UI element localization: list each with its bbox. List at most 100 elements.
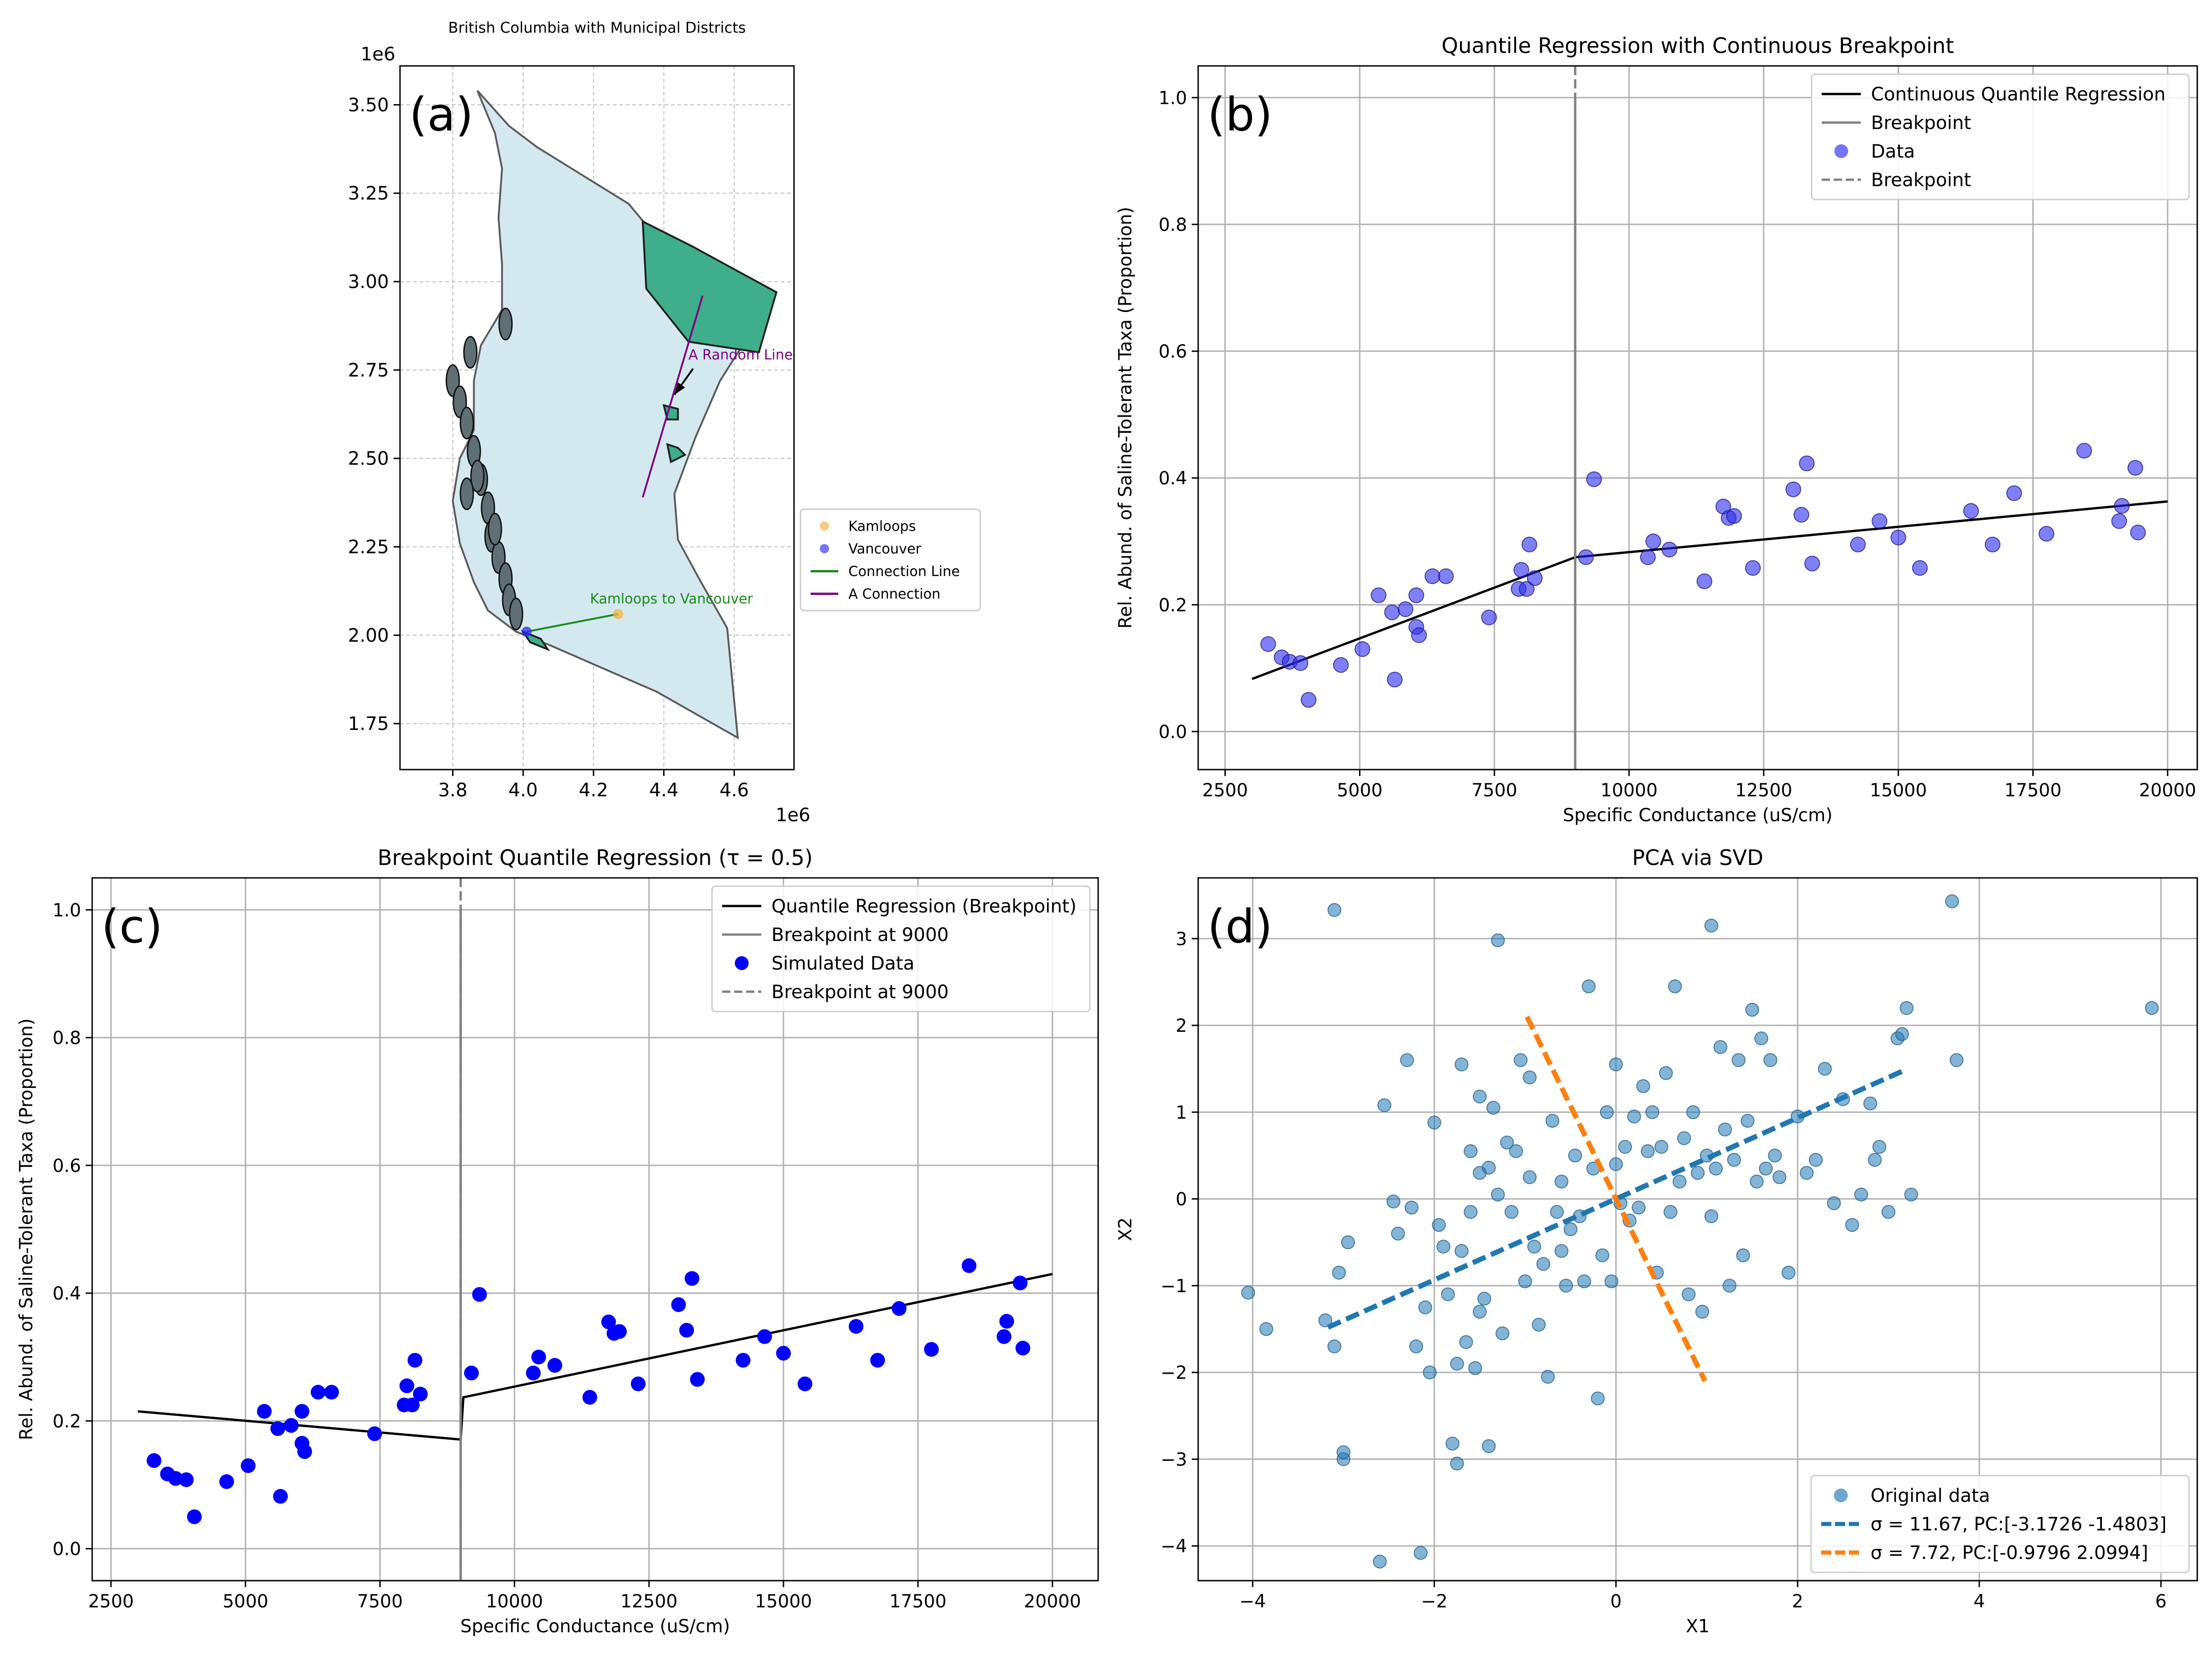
- legend-label: σ = 11.67, PC:[-3.1726 -1.4803]: [1871, 1514, 2166, 1535]
- y-tick-label: 0.4: [1159, 468, 1187, 489]
- data-point: [1241, 1285, 1255, 1300]
- data-point: [1373, 1554, 1387, 1569]
- x-offset-label: 1e6: [776, 805, 811, 826]
- data-point: [1527, 1240, 1541, 1254]
- data-point: [1818, 1062, 1832, 1076]
- data-point: [1445, 1436, 1459, 1451]
- y-tick-label: 0: [1176, 1189, 1187, 1210]
- y-tick-label: 1: [1176, 1102, 1187, 1123]
- data-point: [1949, 1053, 1964, 1067]
- y-tick-label: 0.8: [1159, 215, 1187, 235]
- axes-spine: [1197, 65, 2198, 771]
- data-point: [1663, 1205, 1677, 1219]
- data-point: [1641, 1144, 1655, 1159]
- data-point: [1397, 601, 1413, 617]
- axes-spine: [1197, 877, 2198, 1582]
- data-point: [999, 1314, 1014, 1329]
- legend-label: Vancouver: [848, 541, 922, 557]
- data-point: [1536, 1257, 1550, 1271]
- data-point: [2114, 498, 2130, 514]
- x-axis-label: Specific Conductance (uS/cm): [1563, 805, 1832, 826]
- data-point: [601, 1314, 616, 1330]
- small-district: [666, 443, 687, 464]
- legend-label: Breakpoint: [1871, 170, 1971, 191]
- x-tick-label: 3.8: [438, 780, 468, 801]
- data-point: [1454, 1244, 1469, 1258]
- data-point: [179, 1472, 194, 1487]
- data-point: [1527, 570, 1543, 586]
- data-point: [1513, 1053, 1528, 1067]
- y-tick-label: 2: [1176, 1016, 1187, 1036]
- legend-label: Original data: [1871, 1485, 1990, 1506]
- x-tick-label: 2500: [88, 1591, 134, 1612]
- coastline-island: [509, 597, 524, 630]
- data-point: [797, 1377, 812, 1391]
- y-offset-label: 1e6: [360, 44, 395, 65]
- data-point: [1654, 1140, 1669, 1154]
- y-tick-label: 2.50: [348, 448, 389, 470]
- legend-label: Continuous Quantile Regression: [1871, 84, 2165, 105]
- data-point: [1772, 1170, 1787, 1184]
- y-tick-label: −3: [1161, 1449, 1188, 1470]
- map-point: [521, 626, 532, 637]
- y-tick-label: 1.0: [53, 900, 81, 921]
- data-point: [273, 1489, 288, 1504]
- data-point: [1661, 541, 1677, 558]
- data-point: [1472, 1089, 1487, 1104]
- data-point: [1640, 549, 1656, 565]
- data-point: [1763, 1053, 1777, 1067]
- coastline-island: [498, 307, 513, 341]
- panel-label: (a): [409, 88, 473, 141]
- data-point: [407, 1353, 423, 1368]
- data-point: [1736, 1248, 1750, 1262]
- data-point: [1411, 627, 1427, 643]
- legend: Continuous Quantile Regression Breakpoint…: [1811, 73, 2190, 200]
- data-point: [1391, 1226, 1405, 1241]
- data-point: [1718, 1122, 1732, 1136]
- y-tick-label: 3.25: [348, 183, 389, 204]
- x-tick-label: 5000: [1337, 780, 1382, 801]
- panel-c: 2500 5000 7500 10000 12500 15000 17500 20000 0.0…: [16, 845, 1099, 1637]
- x-tick-label: 4.0: [508, 780, 538, 801]
- data-point: [2111, 513, 2127, 529]
- data-point: [311, 1385, 326, 1400]
- data-point: [399, 1378, 414, 1394]
- annotation-label: Kamloops to Vancouver: [590, 591, 753, 607]
- x-tick-label: 4.4: [649, 780, 679, 801]
- x-tick-label: 4.2: [579, 780, 608, 801]
- x-tick-label: 15000: [1870, 780, 1927, 801]
- data-point: [1618, 1140, 1632, 1154]
- data-point: [1682, 1287, 1696, 1301]
- y-tick-label: 2.00: [348, 625, 389, 646]
- data-point: [612, 1324, 627, 1339]
- data-point: [1591, 1391, 1605, 1406]
- data-point: [1377, 1098, 1392, 1112]
- x-axis-label: Specific Conductance (uS/cm): [460, 1616, 730, 1637]
- data-point: [630, 1377, 646, 1391]
- data-point: [1441, 1287, 1455, 1301]
- data-point: [1900, 1001, 1914, 1015]
- data-point: [1600, 1105, 1614, 1119]
- y-tick-label: 3.00: [348, 271, 389, 293]
- data-point: [1645, 533, 1661, 549]
- data-point: [1513, 562, 1530, 578]
- panel-b: 2500 5000 7500 10000 12500 15000 17500 20000 0.0…: [1115, 33, 2198, 826]
- legend-label: Data: [1871, 141, 1915, 162]
- small-district: [520, 629, 550, 652]
- data-point: [1464, 1144, 1478, 1159]
- data-point: [1854, 1188, 1868, 1202]
- coastline-island: [470, 459, 485, 493]
- data-point: [1464, 1205, 1478, 1219]
- y-tick-label: 0.8: [53, 1028, 81, 1049]
- x-tick-label: 20000: [2139, 780, 2196, 801]
- data-point: [1468, 1361, 1483, 1375]
- y-tick-label: 0.6: [1159, 341, 1187, 362]
- data-point: [1523, 1071, 1537, 1085]
- data-point: [1481, 609, 1497, 625]
- data-point: [1963, 503, 1979, 519]
- data-point: [690, 1372, 705, 1387]
- data-point: [870, 1353, 885, 1368]
- data-point: [735, 1353, 751, 1368]
- data-point: [1568, 1148, 1582, 1163]
- data-point: [1327, 1339, 1341, 1353]
